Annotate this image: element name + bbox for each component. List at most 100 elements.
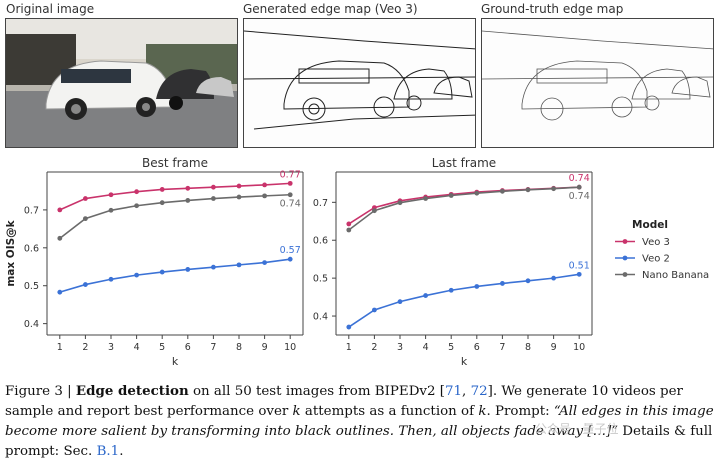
data-point: [448, 193, 454, 198]
x-tick-label: 9: [262, 342, 268, 353]
data-point: [372, 208, 377, 214]
data-point: [159, 200, 165, 206]
x-axis-label: k: [172, 355, 179, 368]
watermark: 公众号 · 量子位: [535, 422, 619, 436]
data-point: [236, 194, 242, 200]
data-point: [262, 260, 267, 265]
data-point: [236, 183, 242, 189]
data-point: [262, 182, 267, 188]
best-frame-title: Best frame: [142, 156, 208, 170]
data-point: [500, 281, 505, 286]
data-point: [134, 272, 140, 278]
y-tick-label: 0.7: [313, 198, 328, 209]
x-axis-label: k: [461, 355, 468, 368]
end-value-label: 0.74: [569, 173, 590, 184]
caption-text-6: .: [119, 444, 124, 459]
data-point: [474, 284, 480, 289]
series-line-nano-banana: [348, 186, 580, 231]
x-tick-label: 3: [108, 342, 114, 353]
caption-prompt: “All edges in this image become more sal…: [5, 404, 714, 439]
legend-title: Model: [632, 219, 668, 231]
x-tick-label: 1: [57, 342, 63, 353]
data-point: [346, 221, 352, 227]
data-point: [525, 187, 531, 193]
x-tick-label: 3: [397, 342, 403, 353]
caption-k-2: k: [478, 404, 487, 419]
end-value-label: 0.74: [569, 191, 590, 202]
caption-bold-title: Edge detection: [75, 383, 189, 399]
x-tick-label: 10: [573, 342, 585, 353]
groundtruth-edge-map-title: Ground-truth edge map: [481, 2, 624, 16]
generated-edge-map-title: Generated edge map (Veo 3): [243, 2, 418, 16]
data-point: [185, 198, 191, 203]
data-point: [159, 269, 165, 275]
x-tick-label: 7: [210, 342, 216, 353]
data-point: [262, 193, 267, 199]
generated-edge-drawing: [244, 30, 475, 130]
caption-text-2: ]. We generate 10 videos per sample and …: [5, 384, 683, 419]
x-tick-label: 10: [284, 342, 296, 353]
caption-text-4: . Prompt:: [486, 404, 554, 419]
data-point: [287, 180, 293, 186]
x-tick-label: 4: [134, 342, 140, 353]
legend-swatch-marker: [622, 272, 628, 277]
data-point: [397, 299, 403, 305]
x-tick-label: 9: [551, 342, 557, 353]
end-value-label: 0.57: [280, 245, 301, 256]
original-image-title: Original image: [6, 2, 95, 16]
data-point: [211, 264, 216, 270]
original-photo-drawing: [6, 19, 237, 147]
data-point: [134, 203, 140, 209]
y-tick-label: 0.4: [313, 312, 328, 323]
data-point: [551, 275, 556, 281]
x-tick-label: 7: [499, 342, 505, 353]
caption-ref-72[interactable]: 72: [470, 384, 488, 399]
legend-item-label: Nano Banana: [642, 270, 709, 281]
data-point: [448, 287, 454, 293]
y-tick-label: 0.6: [313, 236, 328, 247]
data-point: [185, 267, 191, 272]
caption-ref-71[interactable]: 71: [445, 384, 463, 399]
data-point: [474, 190, 480, 196]
caption-text-1: on all 50 test images from BIPEDv2 [: [188, 384, 445, 399]
y-tick-label: 0.4: [24, 319, 39, 330]
data-point: [57, 235, 63, 241]
data-point: [108, 276, 114, 282]
last-frame-title: Last frame: [431, 156, 497, 170]
data-point: [397, 200, 403, 206]
groundtruth-edge-drawing: [482, 30, 713, 121]
data-point: [211, 184, 216, 190]
x-tick-label: 2: [82, 342, 88, 353]
data-point: [551, 186, 556, 192]
data-point: [346, 324, 352, 330]
data-point: [57, 207, 63, 213]
x-tick-label: 6: [185, 342, 191, 353]
caption-ref-sep: ,: [462, 384, 471, 399]
x-tick-label: 2: [371, 342, 377, 353]
data-point: [83, 216, 88, 222]
x-tick-label: 5: [159, 342, 165, 353]
caption-text-5: Details & full prompt: Sec.: [5, 424, 713, 459]
y-tick-label: 0.6: [24, 243, 39, 254]
legend-swatch-marker: [622, 255, 628, 261]
x-tick-label: 5: [448, 342, 454, 353]
data-point: [346, 227, 352, 233]
series-line-veo-3: [348, 186, 580, 225]
data-point: [134, 189, 140, 195]
data-point: [185, 185, 191, 191]
last-frame-chart: 0.4 0.5 0.6 0.7 1 2 3 4 5 6 7 8 9 10 k 0.74 0.51 0.74: [313, 171, 593, 368]
generated-edge-map: [243, 18, 476, 148]
y-axis-label: max OIS@k: [5, 219, 17, 286]
data-point: [372, 307, 377, 313]
caption-section-link[interactable]: B.1: [96, 444, 120, 459]
data-point: [236, 262, 242, 268]
caption-text-3: attempts as a function of: [300, 404, 479, 419]
series-line-veo-2: [59, 258, 291, 293]
figure-caption: Figure 3 | Edge detection on all 50 test…: [5, 381, 715, 462]
series-line-nano-banana: [59, 193, 291, 239]
caption-figure-label: Figure 3 |: [5, 384, 76, 399]
x-tick-label: 6: [474, 342, 480, 353]
y-tick-label: 0.5: [24, 281, 39, 292]
data-point: [423, 293, 428, 298]
data-point: [108, 192, 114, 198]
